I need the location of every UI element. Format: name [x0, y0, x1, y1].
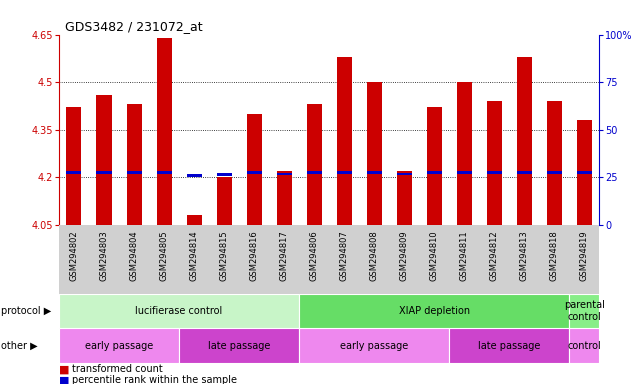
Bar — [487, 101, 502, 225]
Text: GSM294815: GSM294815 — [220, 230, 229, 281]
Text: GSM294807: GSM294807 — [340, 230, 349, 281]
Text: GSM294814: GSM294814 — [190, 230, 199, 281]
Text: parental
control: parental control — [564, 300, 604, 322]
Bar — [126, 104, 142, 225]
Text: early passage: early passage — [85, 341, 153, 351]
Text: GSM294802: GSM294802 — [69, 230, 78, 281]
Text: late passage: late passage — [208, 341, 271, 351]
Bar — [449, 328, 569, 363]
Bar — [97, 171, 112, 174]
Text: early passage: early passage — [340, 341, 408, 351]
Text: GSM294812: GSM294812 — [490, 230, 499, 281]
Bar — [277, 173, 292, 175]
Bar — [247, 171, 262, 174]
Text: ■: ■ — [59, 375, 73, 384]
Text: GSM294803: GSM294803 — [99, 230, 108, 281]
Bar — [247, 114, 262, 225]
Bar — [569, 294, 599, 328]
Bar — [126, 171, 142, 174]
Text: GSM294809: GSM294809 — [400, 230, 409, 281]
Bar — [427, 108, 442, 225]
Bar — [299, 294, 569, 328]
Text: other ▶: other ▶ — [1, 341, 37, 351]
Bar — [217, 177, 231, 225]
Text: GSM294808: GSM294808 — [370, 230, 379, 281]
Text: percentile rank within the sample: percentile rank within the sample — [72, 375, 237, 384]
Text: lucifierase control: lucifierase control — [135, 306, 222, 316]
Bar — [517, 57, 532, 225]
Bar — [367, 82, 381, 225]
Bar — [337, 171, 352, 174]
Bar — [67, 108, 81, 225]
Bar — [487, 171, 502, 174]
Bar — [156, 171, 172, 174]
Text: GSM294811: GSM294811 — [460, 230, 469, 281]
Bar — [306, 104, 322, 225]
Bar — [217, 173, 231, 176]
Bar — [187, 174, 201, 177]
Bar — [397, 171, 412, 225]
Text: protocol ▶: protocol ▶ — [1, 306, 51, 316]
Text: GSM294819: GSM294819 — [580, 230, 589, 281]
Text: GSM294805: GSM294805 — [160, 230, 169, 281]
Text: GSM294818: GSM294818 — [550, 230, 559, 281]
Bar — [547, 171, 562, 174]
Bar — [59, 294, 299, 328]
Bar — [299, 328, 449, 363]
Bar — [306, 171, 322, 174]
Text: transformed count: transformed count — [72, 364, 163, 374]
Bar — [457, 82, 472, 225]
Bar — [337, 57, 352, 225]
Text: GSM294813: GSM294813 — [520, 230, 529, 281]
Bar — [569, 328, 599, 363]
Bar — [67, 171, 81, 174]
Bar — [397, 173, 412, 175]
Text: GSM294810: GSM294810 — [429, 230, 438, 281]
Bar — [277, 171, 292, 225]
Bar — [97, 95, 112, 225]
Bar — [59, 328, 179, 363]
Bar — [179, 328, 299, 363]
Bar — [187, 215, 201, 225]
Text: control: control — [567, 341, 601, 351]
Bar — [156, 38, 172, 225]
Bar — [547, 101, 562, 225]
Bar — [367, 171, 381, 174]
Text: late passage: late passage — [478, 341, 540, 351]
Text: GSM294816: GSM294816 — [249, 230, 258, 281]
Bar — [457, 171, 472, 174]
Bar — [577, 120, 592, 225]
Text: GDS3482 / 231072_at: GDS3482 / 231072_at — [65, 20, 203, 33]
Text: ■: ■ — [59, 364, 73, 374]
Bar — [427, 171, 442, 174]
Bar — [577, 171, 592, 174]
Bar — [517, 171, 532, 174]
Text: GSM294817: GSM294817 — [279, 230, 288, 281]
Text: GSM294804: GSM294804 — [129, 230, 138, 281]
Text: XIAP depletion: XIAP depletion — [399, 306, 470, 316]
Text: GSM294806: GSM294806 — [310, 230, 319, 281]
